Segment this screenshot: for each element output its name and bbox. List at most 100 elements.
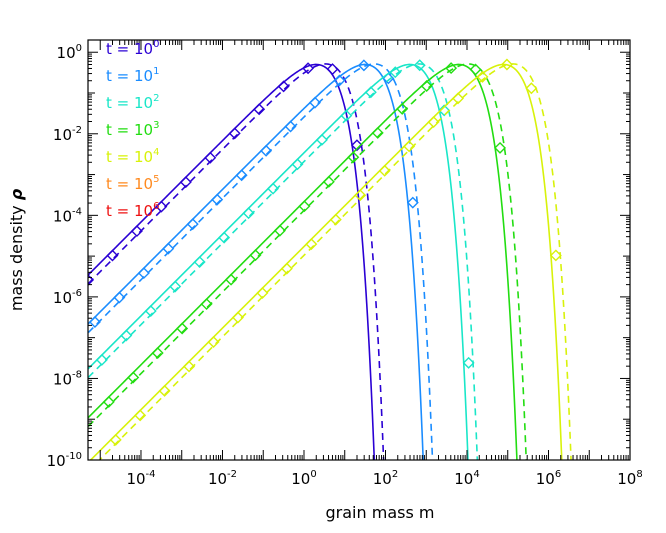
series-group [88,58,572,460]
data-point [305,238,318,251]
data-point [155,200,168,213]
data-point [109,433,122,446]
numerical-line [88,63,385,460]
data-point [389,66,402,79]
data-point [169,280,182,293]
x-tick-label: 108 [617,469,642,488]
series-t-0 [88,62,385,460]
data-point [350,139,363,152]
data-point [413,59,426,72]
y-axis-title: mass density ρ [7,188,26,311]
x-tick-label: 10-2 [208,469,237,488]
legend-entry: t = 104 [106,147,159,166]
data-point [267,182,280,195]
data-point [225,273,238,286]
x-tick-label: 102 [373,469,398,488]
y-axis-title-text: mass density [7,200,26,311]
data-point [354,189,367,202]
data-point [242,207,255,220]
numerical-line [88,63,479,460]
series-t-3 [88,62,528,460]
data-point [218,231,231,244]
data-point [127,371,140,384]
series-t-4 [89,58,572,460]
data-point [158,384,171,397]
data-point [256,287,269,300]
y-tick-label: 10-2 [53,125,82,144]
data-point [273,224,286,237]
data-point [186,218,199,231]
data-point [494,141,506,154]
data-point [364,86,377,99]
y-tick-label: 10-10 [47,451,82,470]
data-point [162,242,175,255]
data-point [291,158,304,171]
data-point [95,353,108,366]
data-point [137,267,150,280]
x-tick-label: 106 [536,469,561,488]
data-point [371,126,384,139]
data-point [280,262,293,275]
series-t-2 [88,59,479,460]
data-point [357,59,370,72]
data-point [445,62,458,75]
series-t-1 [88,59,434,460]
data-point [302,62,315,75]
axis-ticks: 10-4 10-2 100 102 104 106 108 100 10-2 10-4 10-6 10… [47,40,643,488]
x-tick-label: 104 [454,469,479,488]
y-tick-label: 10-6 [53,288,82,307]
data-point [525,82,538,95]
data-point [231,311,244,324]
data-point [200,298,213,311]
data-point [462,356,475,369]
data-point [476,70,489,83]
y-axis-title-symbol: ρ [7,188,26,200]
y-tick-label: 100 [57,43,82,62]
data-point [500,58,513,71]
data-point [260,144,273,157]
data-point [130,225,143,238]
y-tick-label: 10-8 [53,369,82,388]
data-point [277,80,290,93]
legend-entry: t = 106 [106,201,159,220]
data-point [326,63,339,76]
data-point [113,291,126,304]
plot-frame [87,39,631,461]
data-point [151,347,164,359]
legend-entry: t = 101 [106,66,159,85]
data-point [308,96,321,109]
data-point [329,213,342,226]
data-point [179,176,192,189]
analytic-line [88,63,469,460]
data-point [452,92,465,105]
data-point [249,249,262,262]
legend-entry: t = 102 [106,93,159,112]
x-axis-title: grain mass m [326,503,435,522]
legend-entry: t = 100 [106,39,159,58]
data-point [88,274,94,286]
data-point [88,316,101,328]
data-point [204,151,217,164]
data-point [333,74,346,87]
data-point [322,175,335,188]
data-point [469,63,482,76]
x-tick-label: 100 [291,469,316,488]
data-point [106,249,119,262]
data-point [403,140,416,153]
data-point [102,395,115,408]
data-point [176,322,189,335]
legend-entry: t = 103 [106,120,159,139]
data-point [340,109,353,122]
data-point [235,169,248,182]
data-point [315,133,328,146]
data-point [284,120,297,133]
x-tick-label: 10-4 [126,469,155,488]
data-point [378,164,391,177]
data-point [207,335,220,348]
data-point [420,80,433,93]
data-point [396,102,409,115]
data-point [120,329,133,342]
legend-entry: t = 105 [106,174,159,193]
data-point [549,249,562,262]
data-point [406,196,419,209]
